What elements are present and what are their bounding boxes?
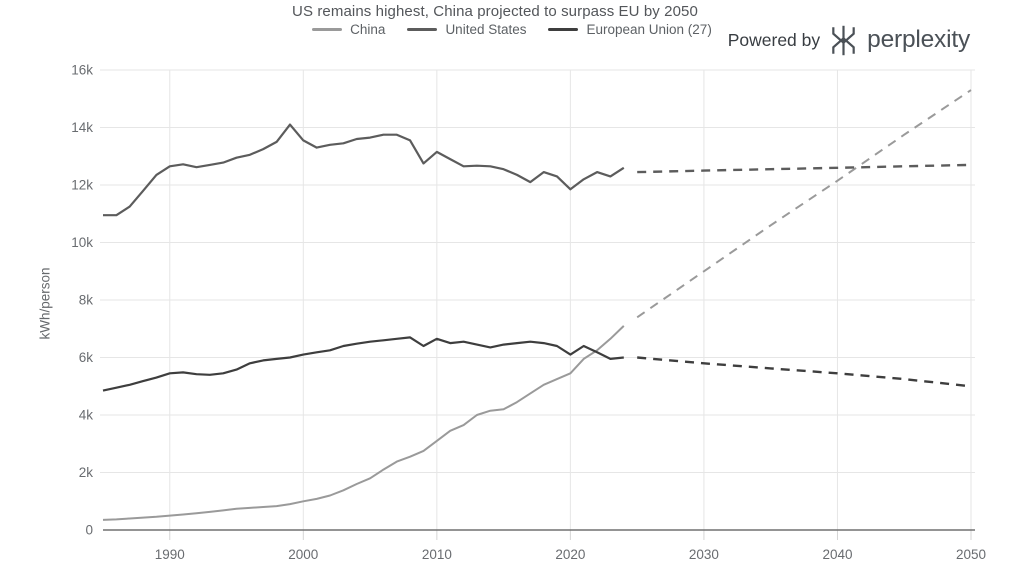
perplexity-wordmark: perplexity [867,26,970,53]
x-tick-label-2000: 2000 [288,547,318,562]
y-axis-title: kWh/person [37,267,53,340]
x-tick-label-2030: 2030 [689,547,719,562]
legend-item-european-union: European Union (27) [548,22,712,37]
y-tick-label-4k: 4k [79,408,94,423]
series-line-european-union-27-projected [637,356,972,388]
chart-legend: China United States European Union (27) [0,22,1024,37]
y-tick-label-10k: 10k [71,235,93,250]
powered-by-badge[interactable]: Powered by perplexity [728,21,970,59]
y-tick-label-2k: 2k [79,465,94,480]
x-tick-label-2040: 2040 [822,547,852,562]
y-tick-label-0: 0 [85,523,93,538]
series-line-european-union-27 [102,336,624,392]
series-line-china [102,325,625,521]
x-tick-label-2010: 2010 [422,547,452,562]
y-tick-label-8k: 8k [79,293,94,308]
legend-item-united-states: United States [407,22,526,37]
chart-title: US remains highest, China projected to s… [292,3,698,20]
y-tick-label-6k: 6k [79,350,94,365]
x-tick-label-1990: 1990 [155,547,185,562]
legend-swatch-united-states [407,28,438,31]
legend-label-china: China [350,22,386,37]
x-tick-label-2020: 2020 [555,547,585,562]
series-line-united-states-projected [637,163,972,174]
legend-label-united-states: United States [445,22,527,37]
y-tick-label-16k: 16k [71,63,93,78]
y-tick-label-14k: 14k [71,120,93,135]
series-line-united-states [103,123,625,217]
legend-swatch-european-union [548,28,579,31]
perplexity-asterisk-icon [832,25,855,55]
legend-label-european-union: European Union (27) [586,22,712,37]
y-tick-label-12k: 12k [71,178,93,193]
powered-by-text: Powered by [727,29,821,50]
series-line-china-projected [636,89,972,319]
legend-swatch-china [312,28,343,31]
legend-item-china: China [312,22,385,37]
x-tick-label-2050: 2050 [956,547,986,562]
